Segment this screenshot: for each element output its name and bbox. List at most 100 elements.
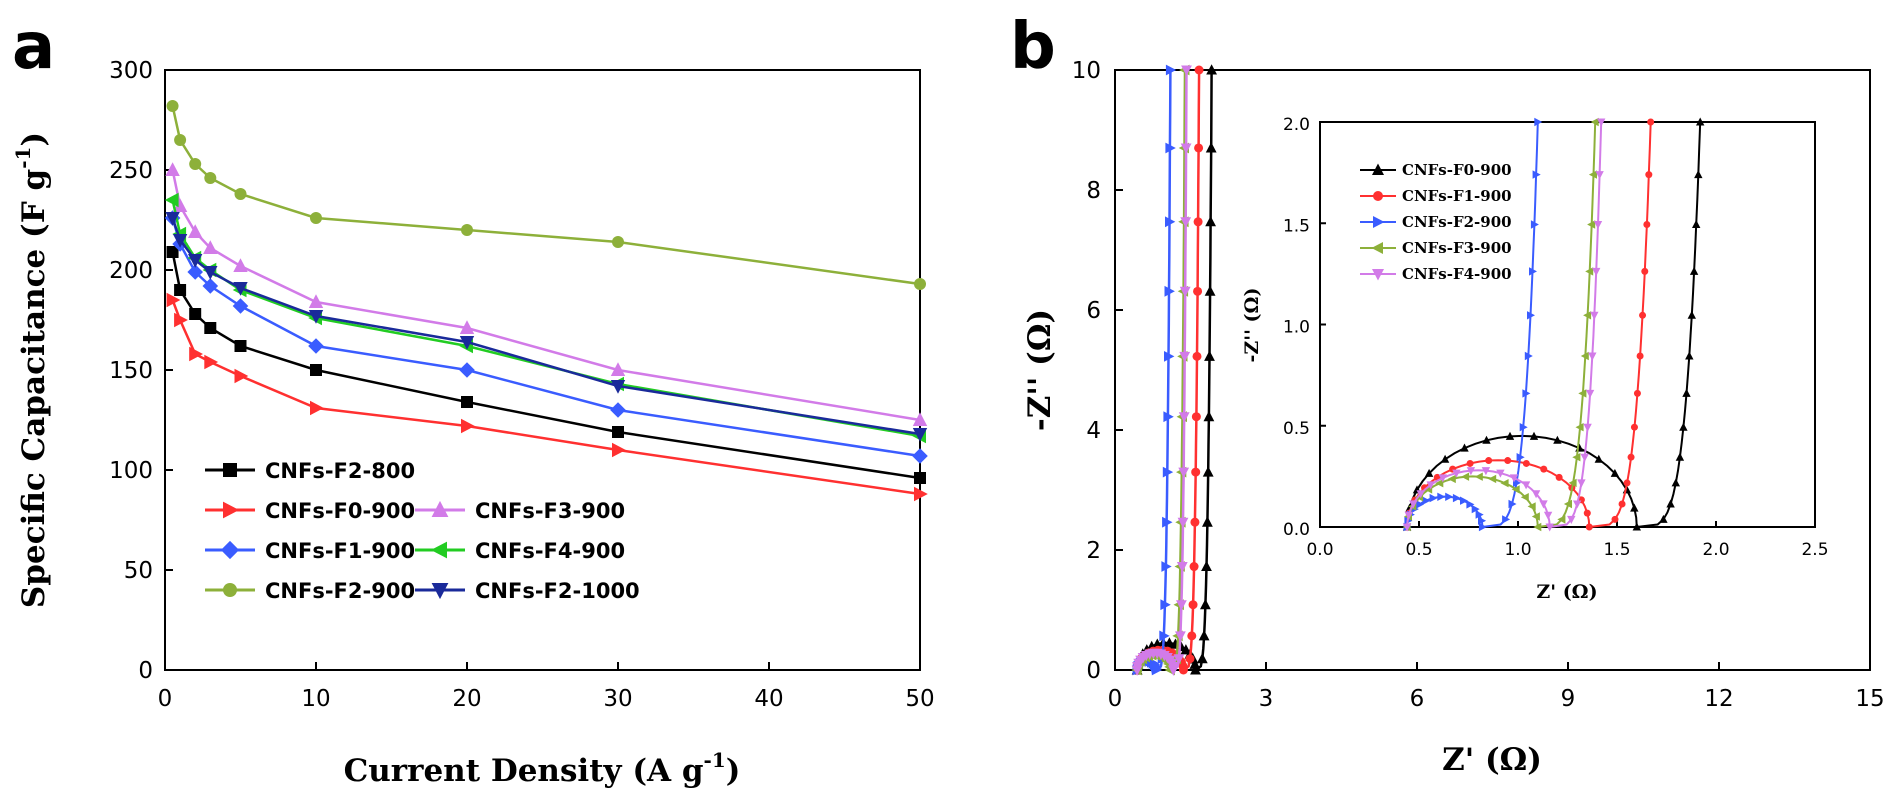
panel-a-data-point — [461, 224, 473, 236]
inset-data-point — [1478, 522, 1487, 532]
inset-legend: CNFs-F0-900 CNFs-F1-900 CNFs-F2-900 CNFs-F3… — [1360, 161, 1512, 283]
panel-b-data-point — [1202, 516, 1213, 527]
panel-b-y-tick-label: 2 — [1086, 538, 1101, 564]
panel-a-data-point — [202, 278, 219, 294]
inset-data-point — [1694, 170, 1703, 179]
panel-b-y-tick-label: 8 — [1086, 178, 1101, 204]
inset-data-point — [1623, 479, 1631, 487]
panel-a-data-point — [612, 442, 626, 458]
inset-data-point — [1481, 467, 1491, 476]
inset-data-point — [1435, 479, 1444, 488]
inset-data-point — [1633, 389, 1641, 397]
panel-a-data-point — [234, 188, 247, 200]
inset-data-point — [1409, 500, 1418, 509]
inset-x-tick-label: 2.5 — [1801, 540, 1828, 560]
panel-a-data-point — [612, 426, 624, 438]
inset-data-point — [1529, 267, 1537, 276]
panel-b-data-point — [1180, 143, 1192, 154]
inset-data-point — [1416, 500, 1425, 509]
inset-y-tick-label: 1.5 — [1283, 216, 1310, 236]
inset-data-point — [1590, 117, 1599, 127]
panel-b-x-tick-label: 0 — [1108, 686, 1123, 712]
panel-b-y-tick-label: 10 — [1072, 58, 1101, 84]
panel-b-data-point — [1175, 631, 1186, 642]
panel-a-chart: a 0 10 20 30 40 50 0 50 100 150 200 250 300 CNFs-F2-… — [11, 10, 935, 789]
panel-a-data-point — [459, 362, 475, 378]
inset-data-point — [1522, 389, 1531, 398]
inset-data-point — [1471, 504, 1480, 514]
inset-data-point — [1575, 423, 1584, 432]
panel-a-y-tick-label: 150 — [109, 358, 153, 384]
panel-b-data-point — [1201, 560, 1212, 571]
inset-data-point — [1488, 474, 1497, 484]
inset-data-point — [1460, 496, 1469, 505]
panel-a-x-tick-label: 0 — [158, 686, 173, 712]
inset-series-line — [1406, 121, 1597, 529]
panel-a-data-point — [232, 298, 249, 314]
panel-b-data-point — [1165, 216, 1176, 228]
panel-a-data-point — [914, 472, 926, 484]
panel-a-data-point — [914, 486, 928, 502]
inset-data-point — [1440, 454, 1450, 463]
inset-legend-swatch-marker — [1372, 163, 1384, 175]
panel-b-data-point — [1165, 64, 1177, 76]
panel-b-x-tick-label: 3 — [1259, 686, 1274, 712]
inset-x-tick-label: 2.0 — [1702, 540, 1729, 560]
inset-x-axis-title: Z' (Ω) — [1536, 581, 1597, 603]
panel-b-data-point — [1176, 600, 1187, 611]
inset-data-point — [1500, 479, 1509, 488]
inset-data-point — [1647, 118, 1655, 126]
panel-b-data-point — [1194, 65, 1204, 75]
inset-x-tick-label: 0.5 — [1405, 540, 1432, 560]
inset-series-line — [1406, 121, 1702, 529]
panel-a-data-point — [912, 428, 928, 442]
inset-ticks: 0.0 0.5 1.0 1.5 2.0 2.5 0.0 0.5 1.0 1.5 2.0 — [1283, 115, 1829, 560]
inset-data-point — [1452, 469, 1461, 478]
panel-a-data-point — [308, 310, 324, 324]
panel-b-y-tick-label: 0 — [1086, 658, 1101, 684]
panel-a-data-point — [189, 346, 203, 362]
inset-data-point — [1588, 352, 1597, 361]
inset-data-point — [1572, 453, 1581, 462]
legend-swatch-marker — [431, 500, 449, 517]
panel-b-data-point — [1193, 286, 1203, 296]
inset-data-point — [1460, 443, 1469, 452]
panel-b-data-point — [1204, 285, 1216, 296]
panel-b-series-group — [1131, 64, 1217, 676]
panel-a-data-point — [187, 264, 203, 280]
inset-data-point — [1597, 118, 1606, 127]
inset-data-point — [1585, 523, 1593, 531]
inset-data-point — [1588, 170, 1597, 179]
inset-data-point — [1666, 499, 1675, 508]
panel-a-data-point — [172, 198, 188, 212]
panel-b-ticks: 0 3 6 9 12 15 0 2 4 6 8 10 — [1072, 58, 1884, 712]
panel-a-legend: CNFs-F2-800 CNFs-F0-900 CNFs-F1-900 CNFs-F2… — [205, 459, 640, 603]
inset-data-point — [1429, 493, 1438, 503]
legend-label: CNFs-F2-1000 — [475, 579, 640, 603]
panel-b-data-point — [1179, 286, 1191, 298]
inset-series-group — [1402, 117, 1705, 532]
panel-a-series-group — [164, 100, 928, 502]
legend-label: CNFs-F0-900 — [265, 499, 415, 523]
inset-y-axis-title: -Z'' (Ω) — [1241, 288, 1263, 363]
inset-data-point — [1516, 453, 1525, 462]
inset-y-tick-label: 2.0 — [1283, 115, 1310, 135]
inset-data-point — [1639, 311, 1647, 319]
inset-data-point — [1543, 511, 1553, 520]
inset-legend-swatch-marker — [1373, 216, 1385, 228]
panel-a-y-tick-label: 200 — [109, 258, 153, 284]
panel-b-data-point — [1192, 351, 1202, 361]
panel-a-ticks: 0 10 20 30 40 50 0 50 100 150 200 250 300 — [109, 58, 935, 712]
inset-data-point — [1424, 468, 1434, 477]
legend-swatch-marker — [220, 540, 240, 560]
panel-b-data-point — [1191, 467, 1201, 477]
inset-data-point — [1540, 465, 1548, 473]
legend-swatch-marker — [430, 541, 447, 559]
panel-a-series-line — [171, 105, 921, 286]
panel-a-x-tick-label: 40 — [754, 686, 783, 712]
panel-b-data-point — [1205, 216, 1216, 227]
inset-data-point — [1532, 170, 1541, 179]
inset-data-point — [1563, 499, 1572, 509]
panel-a-data-point — [233, 258, 248, 272]
